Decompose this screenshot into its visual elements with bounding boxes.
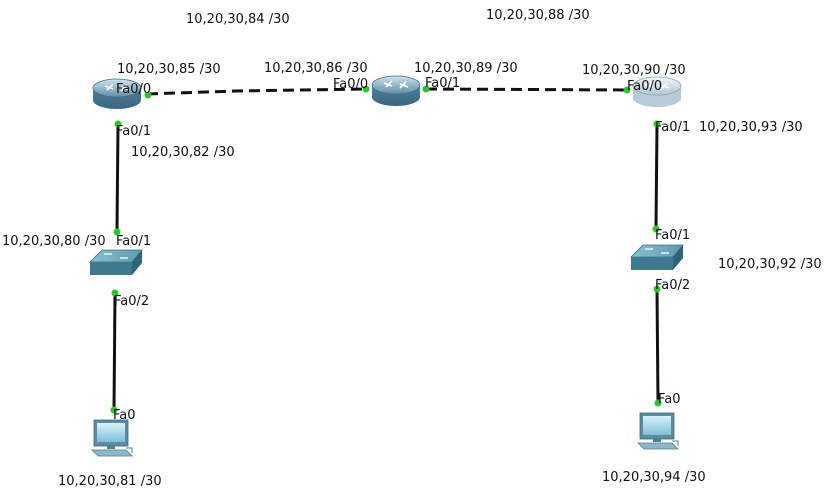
port-label-r3-fa00: Fa0/0 [627, 79, 663, 94]
port-label-sw1-fa02: Fa0/2 [114, 294, 150, 309]
port-dot-r3-fa01 [653, 120, 661, 128]
switch-icon [89, 249, 143, 275]
ip-label-r2-fa00: 10,20,30,86 /30 [264, 61, 368, 76]
switch-icon [630, 244, 684, 270]
ip-label-pc2: 10,20,30,94 /30 [602, 470, 706, 485]
port-label-r2-fa01: Fa0/1 [425, 76, 461, 91]
pc-2[interactable] [637, 412, 679, 450]
port-dot-sw1-fa02 [111, 289, 119, 297]
port-label-r2-fa00: Fa0/0 [333, 77, 369, 92]
port-label-r3-fa01: Fa0/1 [655, 120, 691, 135]
link-switch2-pc2[interactable] [655, 288, 660, 404]
network-label-92: 10,20,30,92 /30 [718, 257, 822, 272]
port-dot-sw2-fa01 [652, 225, 660, 233]
link-router1-router2[interactable] [146, 87, 367, 96]
link-switch1-pc1[interactable] [112, 292, 117, 411]
router-icon [632, 76, 682, 107]
network-label-84: 10,20,30,84 /30 [186, 12, 290, 27]
port-dot-r1-fa01 [114, 120, 122, 128]
port-label-sw2-fa01: Fa0/1 [655, 228, 691, 243]
ip-label-r1-fa01: 10,20,30,82 /30 [131, 145, 235, 160]
switch-1[interactable] [89, 249, 143, 275]
port-dot-r2-fa01 [422, 85, 430, 93]
link-router1-switch1[interactable] [115, 123, 120, 232]
network-label-88: 10,20,30,88 /30 [486, 8, 590, 23]
router-3[interactable] [632, 76, 682, 107]
ip-label-r2-fa01: 10,20,30,89 /30 [414, 61, 518, 76]
router-2[interactable] [371, 75, 421, 106]
port-dot-r1-fa00 [144, 91, 152, 99]
pc-1[interactable] [91, 419, 133, 457]
router-1[interactable] [92, 78, 142, 109]
links [112, 87, 660, 411]
router-icon [92, 78, 142, 109]
switch-2[interactable] [630, 244, 684, 270]
port-label-sw1-fa01: Fa0/1 [116, 234, 152, 249]
port-dot-pc2-fa0 [654, 399, 662, 407]
network-label-80: 10,20,30,80 /30 [2, 234, 106, 249]
port-dot-sw2-fa02 [653, 285, 661, 293]
port-label-pc2-fa0: Fa0 [658, 392, 681, 407]
port-dot-pc1-fa0 [110, 406, 118, 414]
port-label-sw2-fa02: Fa0/2 [655, 278, 691, 293]
ip-label-r1-fa00: 10,20,30,85 /30 [117, 62, 221, 77]
port-dots [110, 85, 662, 414]
pc-icon [637, 412, 679, 450]
link-router3-switch2[interactable] [654, 123, 659, 230]
port-dot-sw1-fa01 [113, 228, 121, 236]
port-dot-r2-fa00 [362, 85, 370, 93]
pc-icon [91, 419, 133, 457]
port-label-r1-fa01: Fa0/1 [116, 124, 152, 139]
ip-label-r3-fa00: 10,20,30,90 /30 [582, 63, 686, 78]
port-label-pc1-fa0: Fa0 [113, 408, 136, 423]
ip-label-r3-fa01: 10,20,30,93 /30 [699, 120, 803, 135]
ip-label-pc1: 10,20,30,81 /30 [58, 474, 162, 489]
port-label-r1-fa00: Fa0/0 [116, 82, 152, 97]
router-icon [371, 75, 421, 106]
port-dot-r3-fa00 [623, 86, 631, 94]
